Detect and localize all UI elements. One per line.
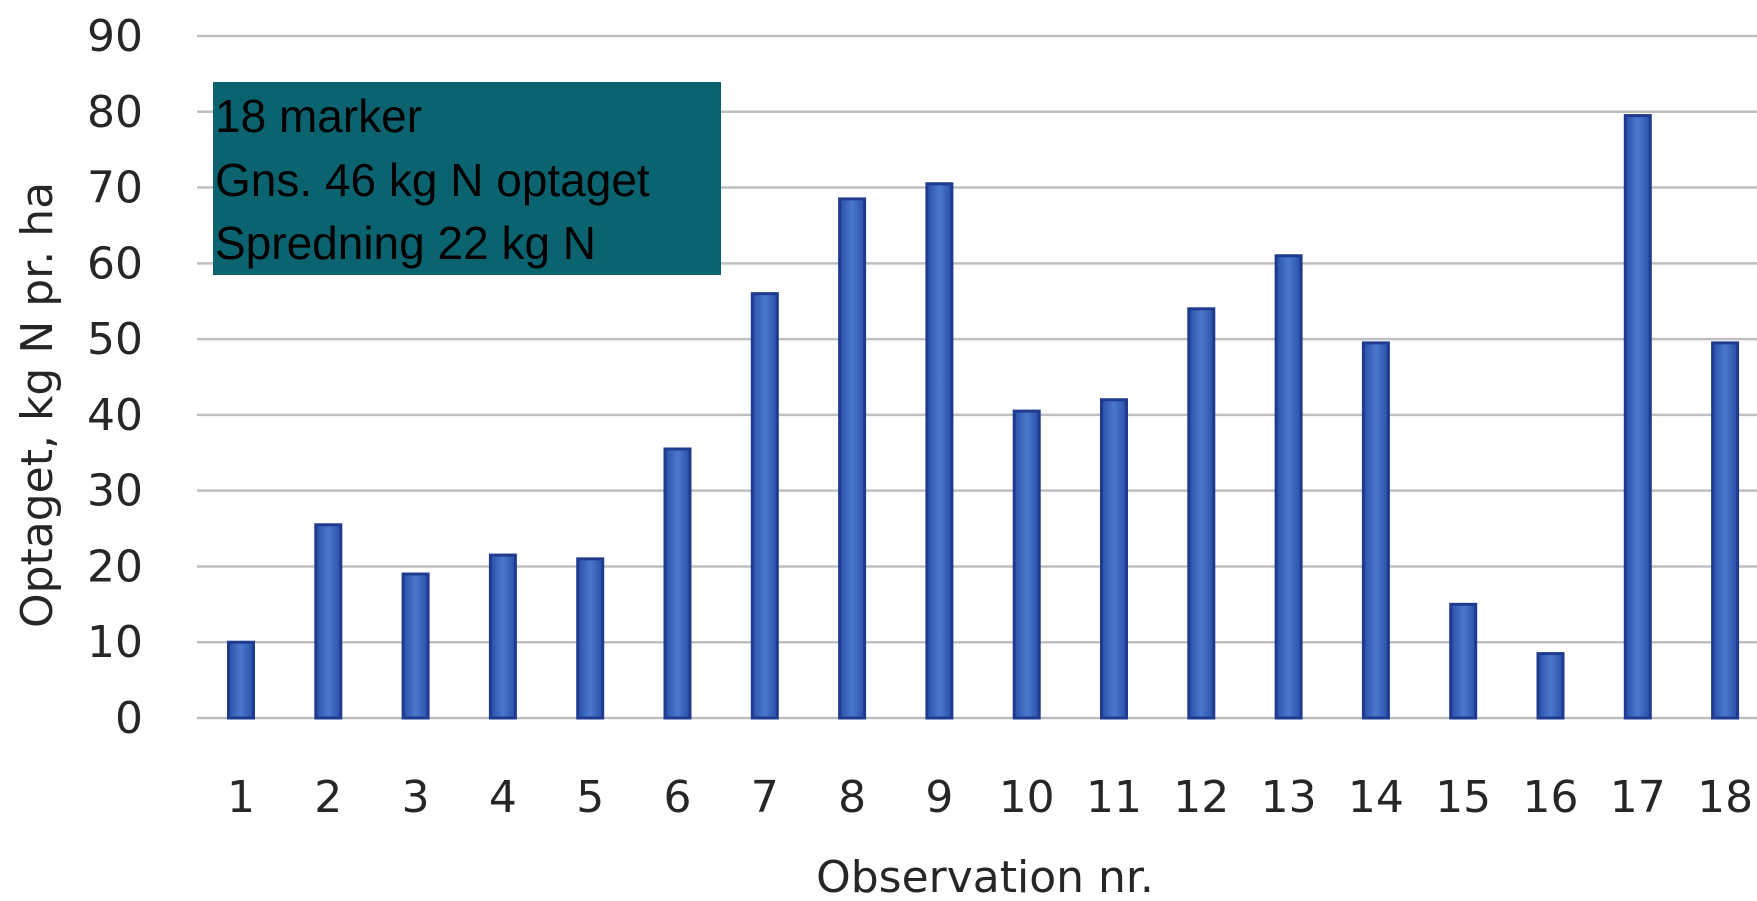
y-tick-label: 40 <box>87 390 143 441</box>
x-tick-label: 3 <box>402 772 430 823</box>
bars <box>227 114 1740 720</box>
y-tick-label: 20 <box>87 541 143 592</box>
bar-15 <box>1449 602 1478 720</box>
x-tick-label: 1 <box>227 772 255 823</box>
x-tick-label: 8 <box>838 772 866 823</box>
x-tick-label: 11 <box>1086 772 1142 823</box>
annotation-background <box>213 82 721 275</box>
bar-13 <box>1274 254 1303 720</box>
bar-7 <box>750 292 779 720</box>
bar-2 <box>314 523 343 720</box>
y-tick-label: 30 <box>87 466 143 517</box>
x-axis-ticks: 1 2 3 4 5 6 7 8 9 10 11 12 13 14 15 16 17 18 <box>227 772 1753 823</box>
bar-9 <box>925 182 954 720</box>
y-axis-ticks: 0 10 20 30 40 50 60 70 80 90 <box>87 11 143 744</box>
bar-1 <box>227 640 255 720</box>
bar-4 <box>488 553 517 720</box>
annotation-line-1: 18 marker <box>215 90 422 142</box>
x-tick-label: 9 <box>925 772 953 823</box>
x-tick-label: 12 <box>1173 772 1229 823</box>
bar-3 <box>401 572 430 720</box>
bar-5 <box>576 557 605 720</box>
x-tick-label: 4 <box>489 772 517 823</box>
bar-6 <box>663 447 692 720</box>
y-tick-label: 80 <box>87 87 143 138</box>
bar-14 <box>1361 341 1390 720</box>
annotation-box: 18 marker Gns. 46 kg N optaget Spredning… <box>213 82 721 275</box>
y-tick-label: 90 <box>87 11 143 62</box>
x-tick-label: 7 <box>751 772 779 823</box>
x-tick-label: 15 <box>1435 772 1491 823</box>
x-tick-label: 14 <box>1348 772 1404 823</box>
x-tick-label: 6 <box>664 772 692 823</box>
y-axis-title: Optaget, kg N pr. ha <box>12 182 63 628</box>
annotation-line-3: Spredning 22 kg N <box>215 217 596 269</box>
x-tick-label: 18 <box>1697 772 1753 823</box>
bar-10 <box>1012 409 1041 720</box>
y-tick-label: 70 <box>87 163 143 214</box>
y-tick-label: 50 <box>87 314 143 365</box>
bar-18 <box>1711 341 1740 720</box>
bar-17 <box>1623 114 1652 720</box>
bar-8 <box>838 197 867 720</box>
bar-11 <box>1100 398 1128 720</box>
bar-16 <box>1536 652 1565 720</box>
bar-12 <box>1187 307 1216 720</box>
x-axis-title: Observation nr. <box>816 852 1154 901</box>
x-tick-label: 17 <box>1610 772 1666 823</box>
x-tick-label: 16 <box>1523 772 1579 823</box>
y-tick-label: 60 <box>87 238 143 289</box>
x-tick-label: 5 <box>576 772 604 823</box>
y-tick-label: 10 <box>87 617 143 668</box>
x-tick-label: 2 <box>314 772 342 823</box>
x-tick-label: 10 <box>999 772 1055 823</box>
annotation-line-2: Gns. 46 kg N optaget <box>215 154 650 206</box>
y-tick-label: 0 <box>115 693 143 744</box>
x-tick-label: 13 <box>1261 772 1317 823</box>
